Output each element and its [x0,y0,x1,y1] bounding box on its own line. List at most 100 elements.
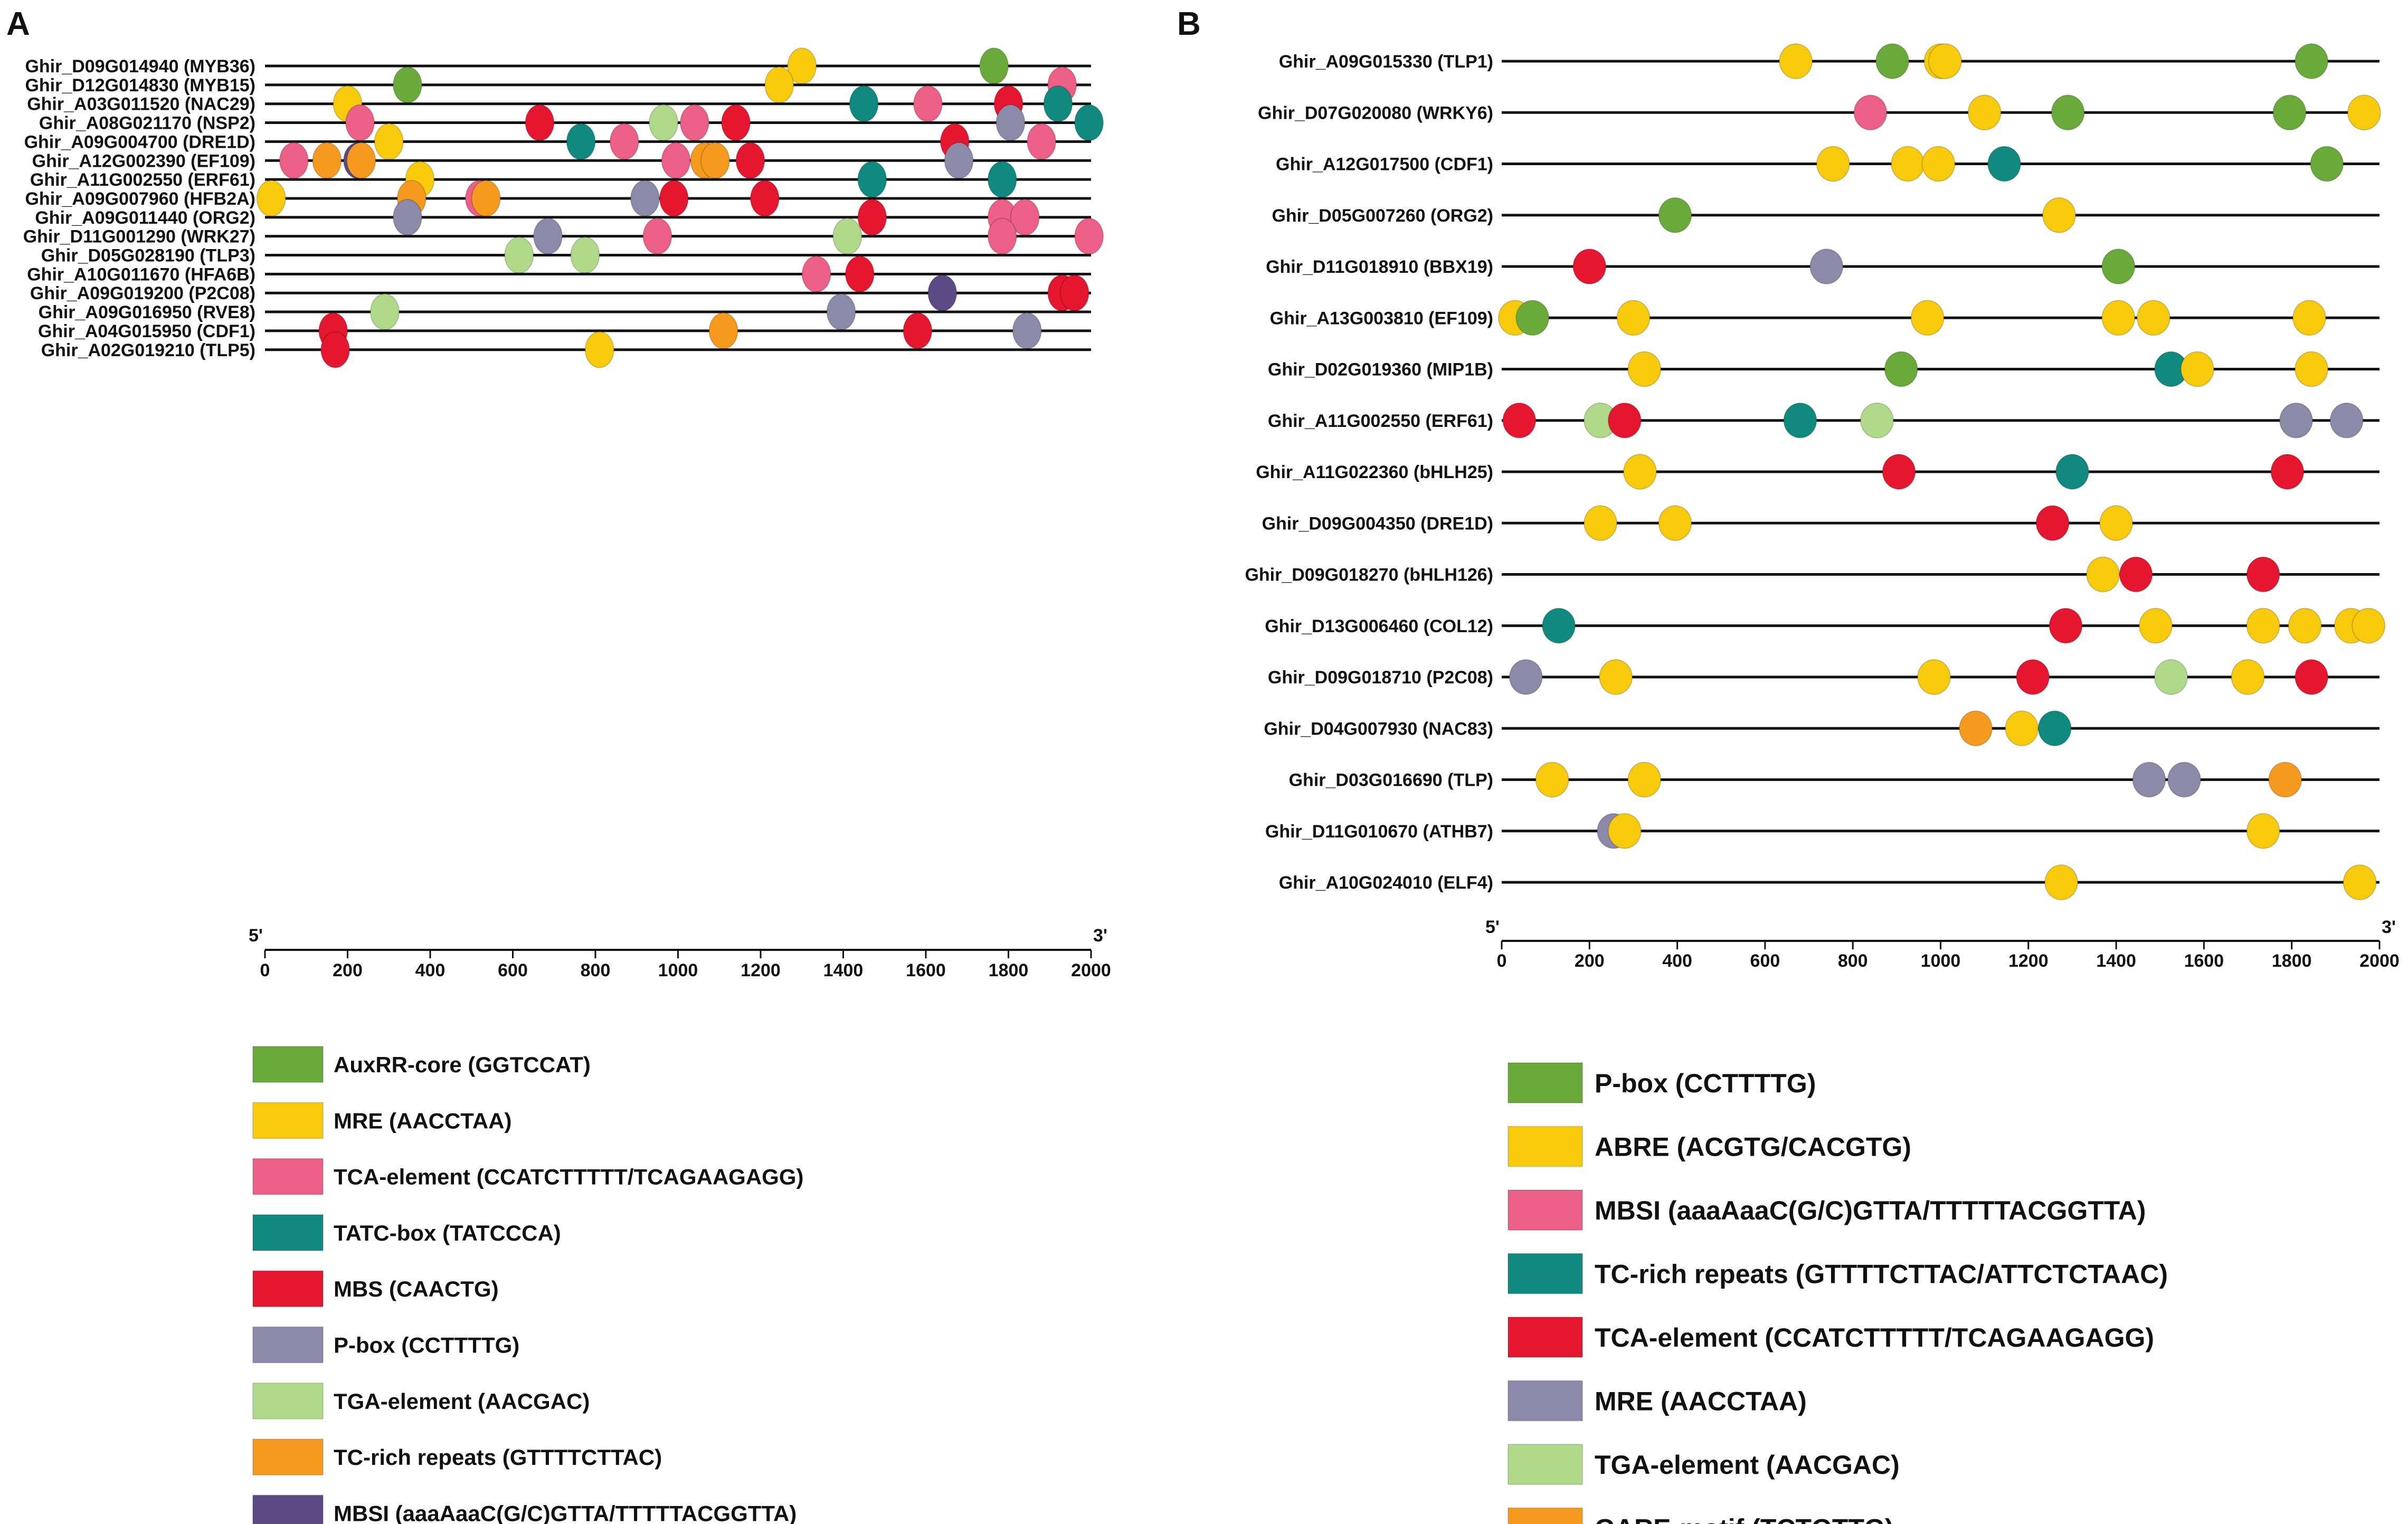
panel-b-element-marker-abre [1921,146,1956,182]
panel-a-tick-label: 400 [415,960,445,980]
panel-b-element-marker-tca [2295,659,2329,695]
panel-b-gene-label: Ghir_D11G010670 (ATHB7) [1265,822,1493,842]
panel-b-gene-row: Ghir_D04G007930 (NAC83) [1264,710,2379,747]
panel-a-legend-swatch-mbs [252,1270,324,1308]
panel-a-element-marker-tcrich [708,312,738,349]
panel-b-gene-row: Ghir_A11G002550 (ERF61) [1268,402,2379,439]
panel-a-gene-label: Ghir_A09G011440 (ORG2) [35,208,255,228]
panel-b-element-marker-abre [2231,659,2265,695]
panel-b-element-marker-gare [1959,710,1993,747]
panel-a-legend-swatch-tca [252,1158,324,1195]
panel-a-element-marker-tcrich [471,179,501,217]
panel-b-element-marker-abre [1967,94,2002,131]
panel-b-element-marker-tca [1882,454,1916,490]
panel-b-element-marker-tcrich [1542,607,1576,644]
panel-a-element-marker-tga [504,236,534,274]
panel-a-legend-item: MBS (CAACTG) [252,1270,499,1308]
panel-b-three-prime-label: 3' [2382,917,2396,937]
panel-b-gene-row: Ghir_A10G024010 (ELF4) [1279,864,2379,900]
panel-a-legend-label: P-box (CCTTTTG) [334,1333,519,1358]
panel-a-tick-label: 600 [498,960,528,980]
panel-b-element-marker-pbox [2101,249,2136,284]
panel-a-element-marker-tatc [1074,104,1104,141]
panel-b-element-marker-abre [2042,197,2077,233]
panel-b-legend-label: ABRE (ACGTG/CACGTG) [1595,1132,1911,1162]
panel-a-element-marker-tcrich [346,142,376,179]
panel-b-gene-row: Ghir_A12G017500 (CDF1) [1276,146,2379,182]
panel-a-legend-swatch-tcrich [252,1439,324,1476]
panel-a-gene-label: Ghir_A09G007960 (HFB2A) [25,189,255,209]
panel-b-element-marker-abre [1599,659,1633,695]
panel-b-gene-label: Ghir_D07G020080 (WRKY6) [1258,103,1493,123]
panel-a-element-marker-mbs [659,179,689,217]
panel-b-legend-swatch-pbox [1508,1062,1583,1103]
panel-a-letter: A [6,6,30,42]
panel-a-gene-label: Ghir_A11G002550 (ERF61) [30,170,255,190]
panel-b-element-marker-abre [2101,300,2136,336]
panel-b-element-marker-tcrich [1987,146,2022,182]
panel-b-element-marker-abre [1627,761,1662,798]
panel-b-element-marker-tca [1572,249,1607,284]
panel-b-element-marker-tca [2049,607,2083,644]
panel-b-legend-item: GARE-motif (TCTGTTG) [1508,1507,1894,1524]
panel-b-element-marker-tca [2246,556,2280,593]
panel-b-element-marker-tca [2035,505,2070,541]
panel-b-element-marker-gare [2268,761,2302,798]
panel-b-element-marker-abre [1607,813,1642,849]
panel-b-legend-label: GARE-motif (TCTGTTG) [1595,1514,1894,1524]
panel-a-gene-label: Ghir_D11G001290 (WRK27) [23,227,255,247]
panel-b-gene-label: Ghir_D11G018910 (BBX19) [1266,257,1493,277]
panel-a-element-marker-mbs [525,104,555,141]
panel-a-legend-item: TATC-box (TATCCCA) [252,1214,561,1251]
panel-b-gene-row: Ghir_A13G003810 (EF109) [1270,300,2379,336]
panel-a-element-marker-tca [345,104,375,141]
panel-a-legend: AuxRR-core (GGTCCAT) MRE (AACCTAA) TCA-ele… [252,1046,803,1524]
panel-b-element-marker-abre [2292,300,2326,336]
panel-b-tick-label: 800 [1838,951,1868,971]
panel-b-legend-label: TC-rich repeats (GTTTTCTTAC/ATTCTCTAAC) [1595,1260,2168,1289]
panel-a-element-marker-mre [584,331,614,368]
panel-a-element-marker-tatc [849,85,879,122]
panel-a-gene-label: Ghir_A09G016950 (RVE8) [39,302,255,322]
panel-b-gene-row: Ghir_A11G022360 (bHLH25) [1256,454,2379,490]
panel-b-element-marker-abre [2005,710,2039,747]
panel-a-legend-item: TGA-element (AACGAC) [252,1382,590,1420]
panel-b-gene-row: Ghir_D02G019360 (MIP1B) [1268,351,2379,387]
panel-b-element-marker-abre [2352,607,2386,644]
panel-b-element-marker-abre [2295,351,2329,387]
panel-a-element-marker-pbox [630,179,660,217]
panel-b-legend-item: ABRE (ACGTG/CACGTG) [1508,1126,1911,1167]
panel-a-element-marker-tatc [857,161,887,198]
panel-b-element-marker-abre [2246,607,2280,644]
panel-b-element-marker-mre [1509,659,1543,695]
panel-b-tick-label: 400 [1662,951,1692,971]
panel-b-legend-item: MBSI (aaaAaaC(G/C)GTTA/TTTTTACGGTTA) [1508,1189,2146,1231]
panel-b-legend-label: TCA-element (CCATCTTTTT/TCAGAAGAGG) [1595,1323,2154,1352]
panel-b-gene-label: Ghir_A13G003810 (EF109) [1270,308,1493,328]
panel-b-gene-row: Ghir_D09G018270 (bHLH126) [1245,556,2379,593]
panel-a-legend-swatch-auxrr [252,1046,324,1083]
panel-a-legend-label: TCA-element (CCATCTTTTT/TCAGAAGAGG) [334,1165,803,1189]
panel-b-gene-row: Ghir_D11G010670 (ATHB7) [1265,813,2379,849]
panel-b-tick-label: 0 [1497,951,1507,971]
panel-b-element-marker-abre [1816,146,1850,182]
panel-a-axis: 0 200 400 600 800 1000 1200 1400 1600 1800 2000 5' 3… [249,926,1111,980]
panel-a-gene-label: Ghir_D12G014830 (MYB15) [25,75,255,96]
panel-b-element-marker-abre [1584,505,1618,541]
panel-b-element-marker-tcrich [2037,710,2072,747]
panel-a-element-marker-mbs [735,142,765,179]
panel-a-gene-row: Ghir_D09G014940 (MYB36) [25,47,1091,84]
panel-a-legend-swatch-mbsi [252,1494,324,1524]
panel-a-element-marker-tca [661,142,691,179]
panel-b-element-marker-pbox [2295,43,2329,79]
panel-b-gene-row: Ghir_D05G007260 (ORG2) [1272,197,2379,233]
panel-a-element-marker-mre [256,179,286,217]
panel-b-five-prime-label: 5' [1485,917,1500,937]
panel-a-element-marker-tca [1074,217,1104,255]
panel-b-gene-row: Ghir_D11G018910 (BBX19) [1266,249,2379,284]
panel-a-element-marker-auxrr [979,47,1009,84]
panel-a-element-marker-tca [801,255,831,293]
panel-b-element-marker-mre [2167,761,2201,798]
panel-a-element-marker-tca [1027,123,1057,160]
panel-b-element-marker-abre [1623,454,1657,490]
